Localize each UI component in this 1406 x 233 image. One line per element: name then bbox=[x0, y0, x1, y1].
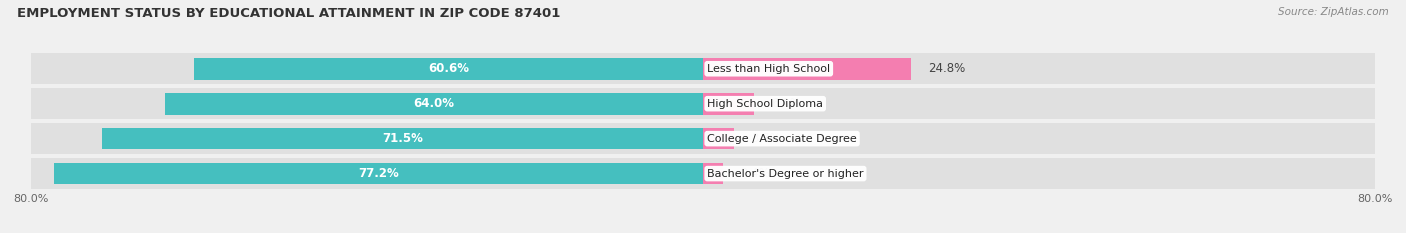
Text: EMPLOYMENT STATUS BY EDUCATIONAL ATTAINMENT IN ZIP CODE 87401: EMPLOYMENT STATUS BY EDUCATIONAL ATTAINM… bbox=[17, 7, 560, 20]
Bar bbox=[103, 128, 703, 150]
Text: 77.2%: 77.2% bbox=[359, 167, 399, 180]
Bar bbox=[194, 58, 703, 80]
Text: 24.8%: 24.8% bbox=[928, 62, 966, 75]
Bar bbox=[31, 158, 1375, 189]
Bar bbox=[703, 58, 911, 80]
Bar bbox=[703, 163, 723, 185]
Text: 2.4%: 2.4% bbox=[740, 167, 770, 180]
Text: 71.5%: 71.5% bbox=[382, 132, 423, 145]
Text: Source: ZipAtlas.com: Source: ZipAtlas.com bbox=[1278, 7, 1389, 17]
Text: Bachelor's Degree or higher: Bachelor's Degree or higher bbox=[707, 169, 863, 178]
Text: Less than High School: Less than High School bbox=[707, 64, 831, 74]
Text: 3.7%: 3.7% bbox=[751, 132, 780, 145]
Bar bbox=[55, 163, 703, 185]
Text: High School Diploma: High School Diploma bbox=[707, 99, 823, 109]
Text: College / Associate Degree: College / Associate Degree bbox=[707, 134, 856, 144]
Text: 64.0%: 64.0% bbox=[413, 97, 454, 110]
Bar bbox=[703, 93, 754, 115]
Bar bbox=[31, 123, 1375, 154]
Bar bbox=[166, 93, 703, 115]
Text: 6.1%: 6.1% bbox=[770, 97, 801, 110]
Bar bbox=[703, 128, 734, 150]
Bar bbox=[31, 53, 1375, 85]
Bar bbox=[31, 88, 1375, 119]
Text: 60.6%: 60.6% bbox=[427, 62, 470, 75]
